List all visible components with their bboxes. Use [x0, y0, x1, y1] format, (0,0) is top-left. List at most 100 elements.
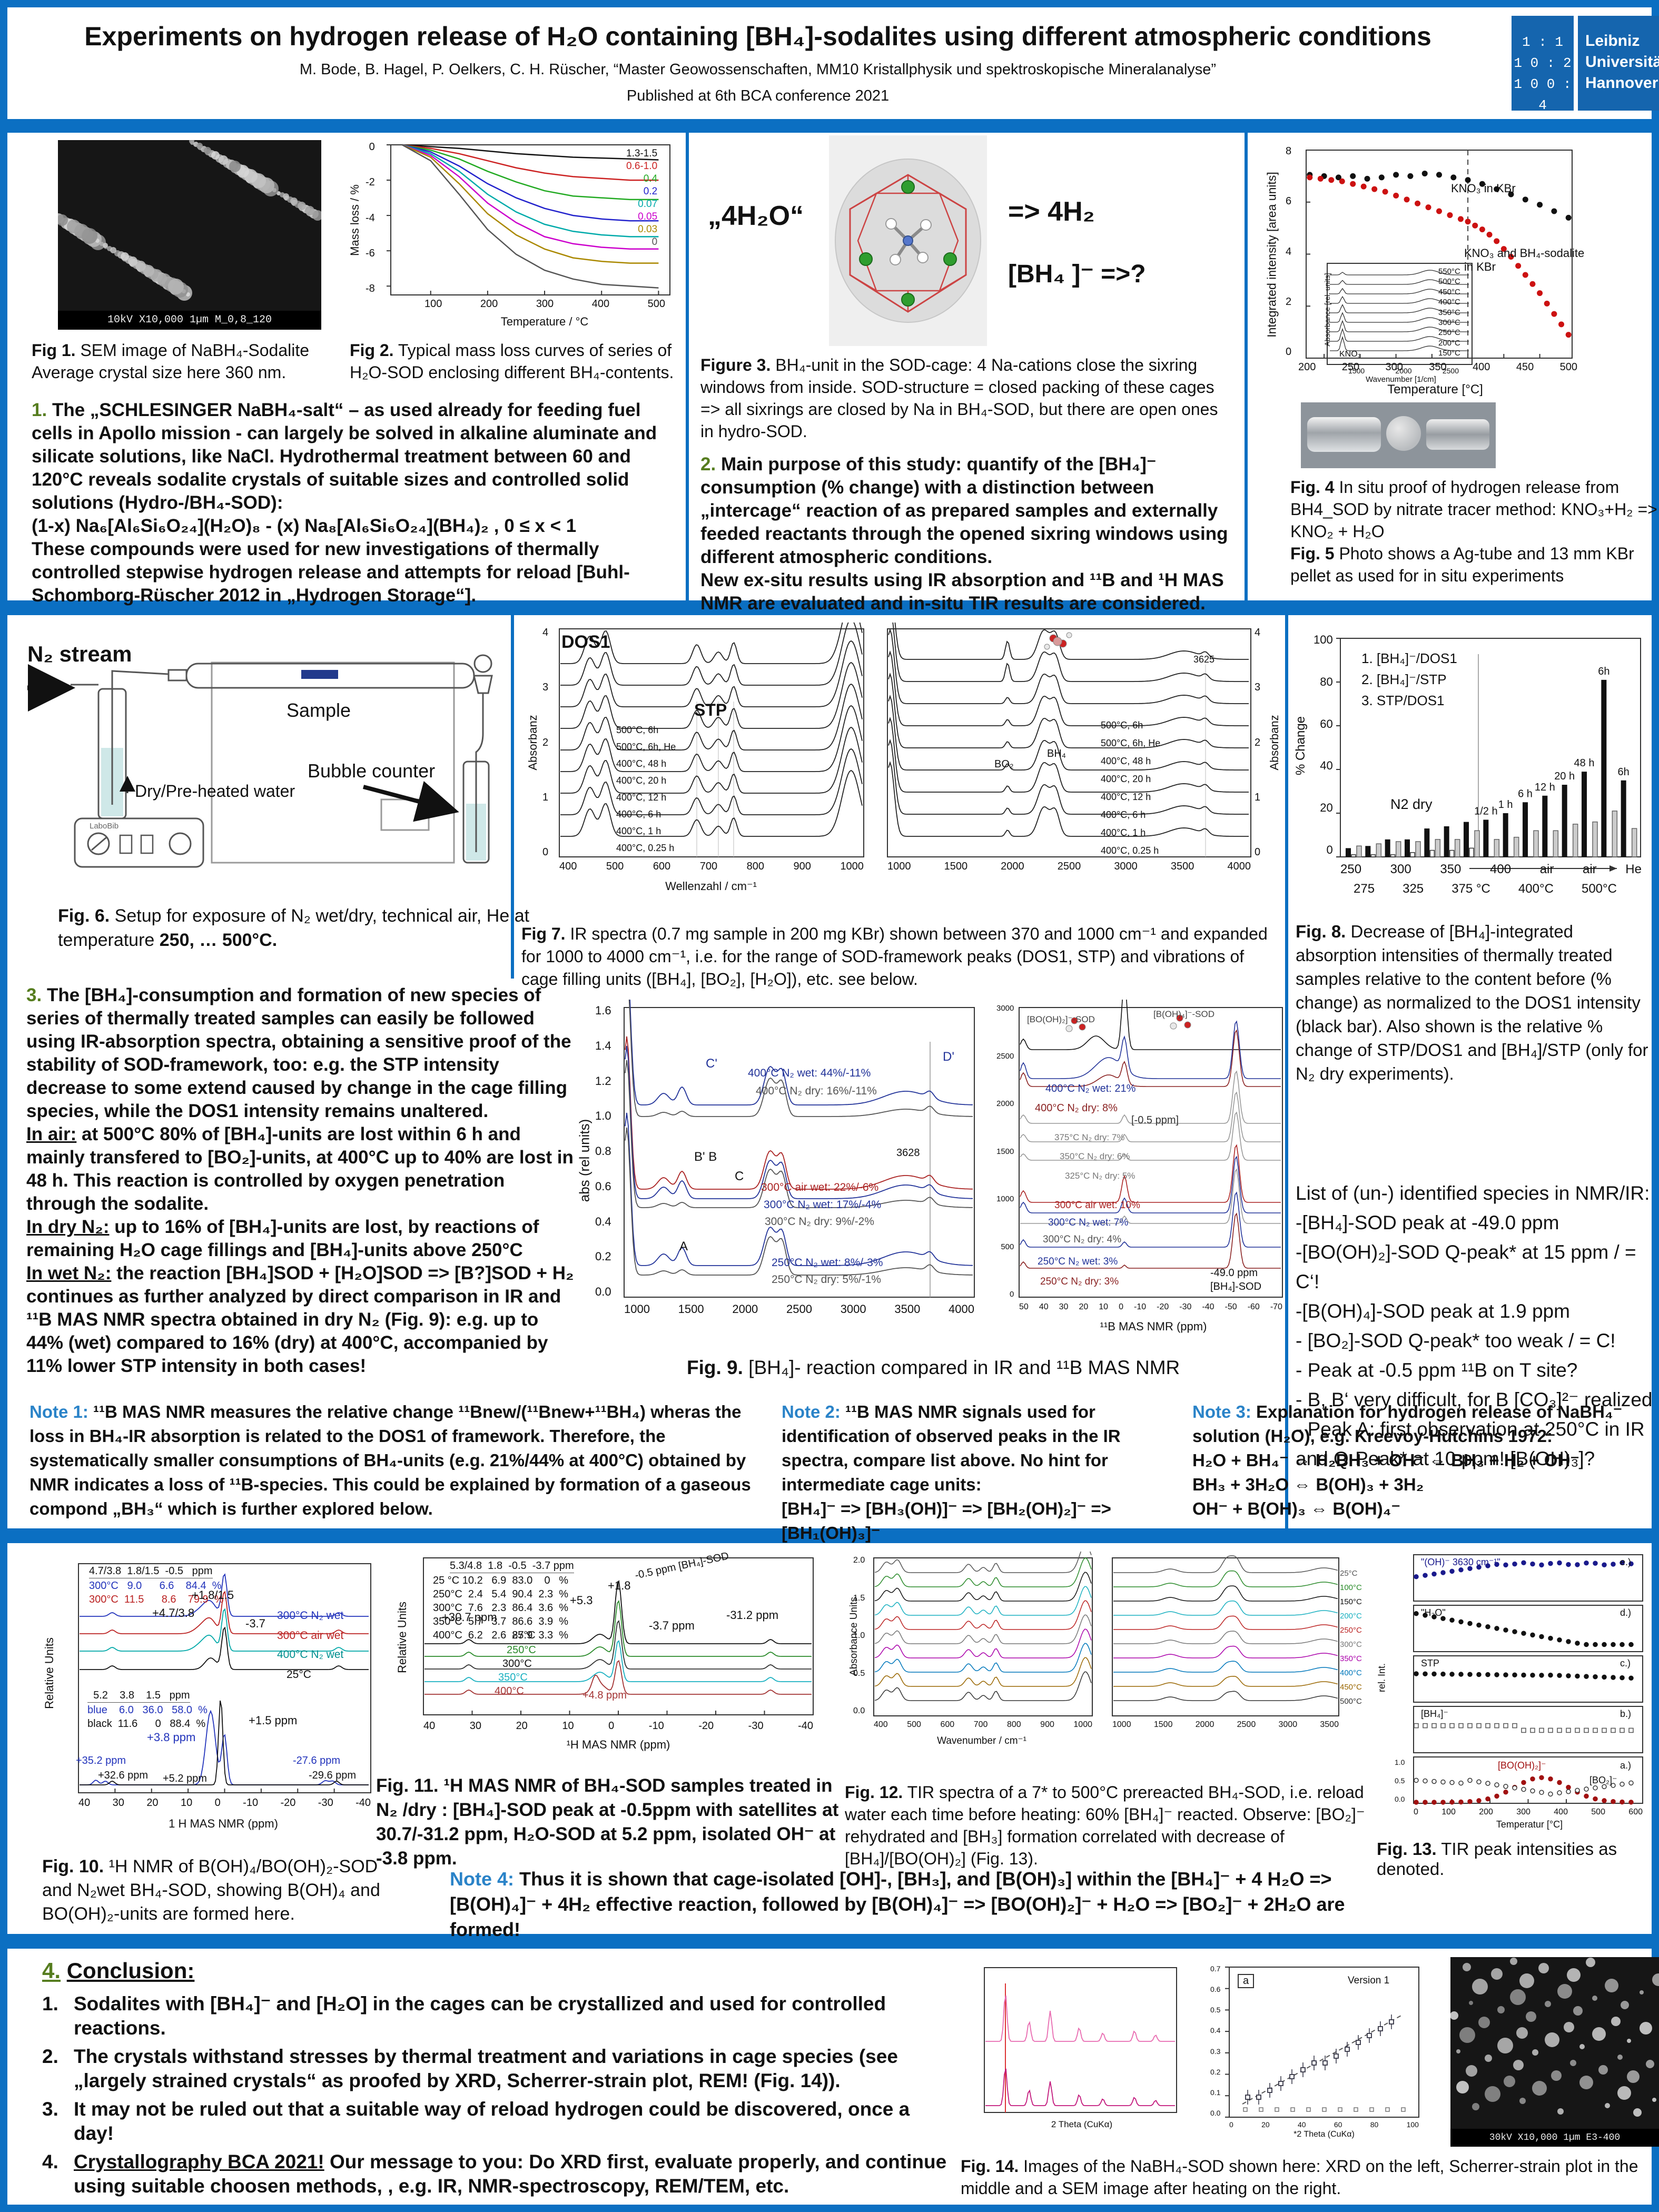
list-item: 40 [1039, 1302, 1049, 1311]
list-item: 500°C, 6h [616, 725, 659, 735]
list-item: 3000 [1114, 861, 1138, 872]
fig3-caption-lead: Figure 3. [700, 355, 771, 374]
fig9-3628-label: 3628 [896, 1147, 920, 1159]
svg-text:20 h: 20 h [1554, 771, 1575, 782]
fig6-caption-lead: Fig. 6. [58, 906, 110, 926]
fig9-molecule-label-left: [BO(OH)₂]⁻-SOD [1027, 1014, 1095, 1024]
list-item: 350 [1440, 862, 1461, 876]
fig7-xlabel: Wellenzahl / cm⁻¹ [665, 880, 757, 893]
fig9-caption: Fig. 9. [BH₄]- reaction compared in IR a… [687, 1357, 1298, 1379]
fig6-setup-diagram: N₂ stream Sample Bubble counter Dry/Pre-… [13, 626, 508, 894]
note1-lead: Note 1: [29, 1402, 88, 1421]
conclusion-item1: Sodalites with [BH₄]⁻ and [H₂O] in the c… [74, 1993, 886, 2039]
list-item: 450°C [1340, 1683, 1362, 1692]
list-item: 300 [1516, 1808, 1530, 1816]
list-item: 2. [BH₄]⁻/STP [1361, 671, 1447, 687]
list-item: 500 [606, 861, 624, 872]
fig4-inset-ylabel: Absorbance [rel. units] [1323, 273, 1331, 347]
fig11-caption-text: ¹H MAS NMR of BH₄-SOD samples treated in… [376, 1775, 839, 1869]
list-item: 500°C, 6h, He [616, 742, 676, 752]
list-item: -[BH₄]-SOD peak at -49.0 ppm [1296, 1212, 1559, 1233]
fig8-plot: 1/2 h1 h 6 h12 h20 h 48 h 6h 6h [1336, 638, 1641, 872]
list-item: 550°C [1438, 267, 1460, 276]
list-item: 400°C, 6 h [1101, 809, 1146, 820]
fig9-nmr-curve-label: 250°C N₂ wet: 3% [1038, 1256, 1118, 1267]
list-item: 400°C, 0.25 h [616, 843, 675, 853]
list-item: -[B(OH)₄]-SOD peak at 1.9 ppm [1296, 1300, 1570, 1322]
published-line: Published at 6th BCA conference 2021 [626, 87, 890, 104]
list-item: 0 [1286, 346, 1292, 358]
fig11-table-rows: 25 °C 10.2 6.9 83.0 0 % 250°C 2.4 5.4 90.… [433, 1574, 568, 1642]
list-item: 400 [874, 1720, 888, 1729]
fig9-bh4-peak-name: [BH₄]-SOD [1210, 1281, 1262, 1292]
list-item: 2 [1286, 295, 1292, 308]
fig12-tir-right-panel: 1000 1500 2000 2500 3000 3500 25°C 100°C 150°C 2… [1108, 1552, 1362, 1767]
fig9-nmr-plot [1019, 1000, 1283, 1298]
authors-line: M. Bode, B. Hagel, P. Oelkers, C. H. Rüs… [299, 61, 1217, 78]
fig3-sod-cage-image [829, 135, 987, 346]
section2-text: 2. Main purpose of this study: quantify … [700, 453, 1232, 615]
fig3-h2-label: => 4H₂ [1008, 196, 1095, 227]
kbr-pellet [1386, 416, 1421, 451]
fig8-caption-text: Decrease of [BH₄]-integrated absorption … [1296, 922, 1648, 1083]
list-item: 2000 [1395, 367, 1412, 375]
list-item: 450 [1516, 361, 1534, 373]
list-item: 700 [973, 1720, 988, 1729]
fig10-h-nmr-chart: Relative Units 40 30 20 10 0 -10 -20 -30 -40 1 H… [39, 1556, 381, 1851]
species-list-items: -[BH₄]-SOD peak at -49.0 ppm -[BO(OH)₂]-S… [1296, 1208, 1659, 1474]
list-item: 3500 [1320, 1720, 1339, 1729]
fig14-xrd-chart: 2 Theta (CuKα) [961, 1962, 1187, 2136]
list-item: 500°C [1340, 1697, 1362, 1706]
fig9-caption-text: [BH₄]- reaction compared in IR and ¹¹B M… [743, 1357, 1180, 1378]
list-item: 4 [1286, 245, 1292, 258]
list-item: 1 0 0 : 4 [1514, 76, 1572, 113]
list-item: 20 [516, 1720, 528, 1732]
fig7-left-yticks: 4 3 2 1 0 [542, 627, 548, 858]
list-item: 300°C 7.6 2.3 86.4 3.6 % [433, 1602, 569, 1614]
fig14-sem-micrograph [1450, 1957, 1659, 2129]
list-item: 800 [746, 861, 764, 872]
fig13-caption-lead: Fig. 13. [1377, 1839, 1437, 1859]
fig8-xticks-row2: 275 325 375 °C 400°C 500°C [1354, 882, 1617, 896]
fig4-ylabel: Integrated intensity [area units] [1265, 172, 1279, 338]
fig6-caption-text: Setup for exposure of N₂ wet/dry, techni… [58, 906, 530, 950]
conclusion-item2: The crystals withstand stresses by therm… [74, 2046, 898, 2091]
fig13-panel-label: [BO(OH)₂]⁻ [1498, 1760, 1546, 1771]
fig10-table1-rows: 300°C 9.0 6.6 84.4 % 300°C 11.5 8.6 79.9 … [89, 1579, 224, 1606]
list-item: -30 [318, 1797, 333, 1809]
list-item: 150°C [1438, 349, 1460, 358]
ag-tube-right [1426, 419, 1489, 450]
fig9-nmr-curve-label: 350°C N₂ dry: 6% [1060, 1151, 1130, 1161]
fig7-right-plot [887, 623, 1251, 857]
fig4-series2-label2: in KBr [1464, 260, 1496, 273]
list-item: 3. STP/DOS1 [1361, 693, 1445, 708]
list-item: 20 [1320, 801, 1333, 815]
fig9-ir-panel: 1.6 1.4 1.2 1.0 0.8 0.6 0.4 0.2 0.0 1000 1500 2000… [574, 1000, 990, 1352]
list-item: 1000 [996, 1194, 1014, 1203]
list-item: 2500 [1057, 861, 1081, 872]
fig2-xlabel: Temperature / °C [500, 315, 589, 328]
fig9-right-xlabel: ¹¹B MAS NMR (ppm) [1100, 1320, 1207, 1333]
list-item: 0.6 [1210, 1985, 1221, 1994]
list-item: 2500 [786, 1302, 812, 1316]
list-item: 600 [940, 1720, 955, 1729]
list-item: 700 [699, 861, 718, 872]
list-item: 400°C, 48 h [1101, 756, 1151, 766]
fig8-ylabel: % Change [1293, 716, 1308, 776]
fig9-nmr-curve-label: 300°C N₂ dry: 4% [1043, 1234, 1122, 1245]
logo-line2: Universität [1585, 53, 1659, 71]
list-item: -2 [366, 176, 375, 189]
list-item: 1.0 [853, 1631, 865, 1640]
fig12-right-xticks: 1000 1500 2000 2500 3000 3500 [1112, 1720, 1339, 1730]
fig2-xticks: 100 200 300 400 500 [424, 298, 665, 310]
fig10-curve-label: 300°C air wet [277, 1630, 344, 1642]
fig9-nmr-curve-label: 375°C N₂ dry: 7% [1054, 1132, 1125, 1142]
list-item: 0 [214, 1797, 221, 1809]
list-item: 500°C [1438, 277, 1460, 287]
list-item: 250°C 2.4 5.4 90.4 2.3 % [433, 1588, 569, 1600]
fig7-ir-left-panel: DOS1 STP 500°C, 6h 500°C, 6h, He 400°C, 48… [526, 623, 874, 917]
section2-paragraph: Main purpose of this study: quantify of … [700, 454, 1228, 567]
fig7-right-yticks: 4 3 2 1 0 [1255, 627, 1260, 858]
list-item: 4 [542, 627, 549, 638]
